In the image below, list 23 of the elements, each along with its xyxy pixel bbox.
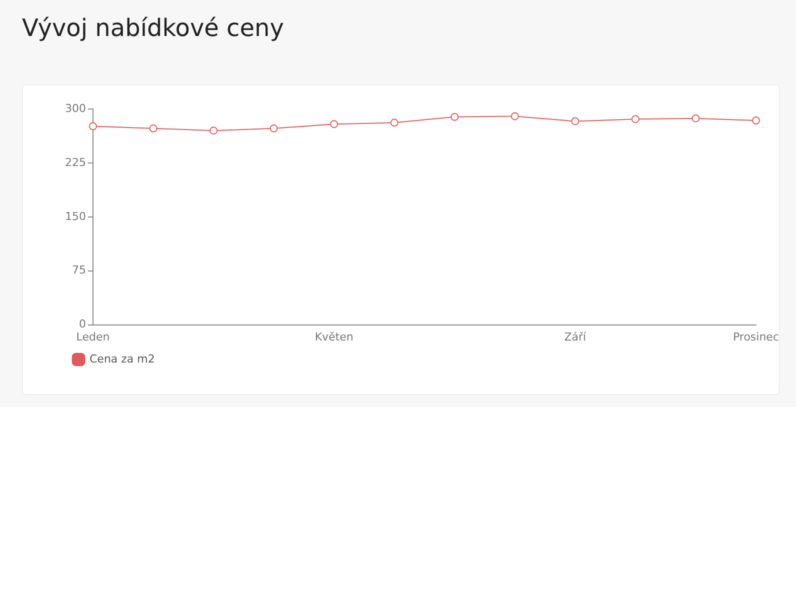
point — [450, 112, 459, 121]
x-tick-label: Prosinec — [732, 330, 780, 344]
point — [149, 124, 158, 132]
y-tick-label: 150 — [64, 210, 86, 223]
point — [330, 120, 338, 128]
point — [390, 118, 398, 127]
x-tick-label: Květen — [314, 330, 354, 344]
legend-label: Cena za m2 — [90, 352, 155, 366]
point — [210, 126, 218, 135]
point — [88, 122, 97, 130]
point — [752, 116, 760, 125]
x-tick-label: Leden — [76, 330, 110, 344]
x-tick-label: Září — [564, 330, 588, 344]
chart-title: Vývoj nabídkové ceny — [22, 14, 284, 42]
point — [631, 115, 640, 124]
point — [510, 112, 519, 120]
y-tick-label: 300 — [64, 102, 86, 115]
y-tick-label: 225 — [64, 156, 86, 169]
point — [270, 124, 278, 132]
point — [692, 114, 700, 122]
point — [571, 117, 580, 126]
y-tick-label: 75 — [72, 264, 86, 277]
y-tick-label: 0 — [78, 318, 86, 331]
